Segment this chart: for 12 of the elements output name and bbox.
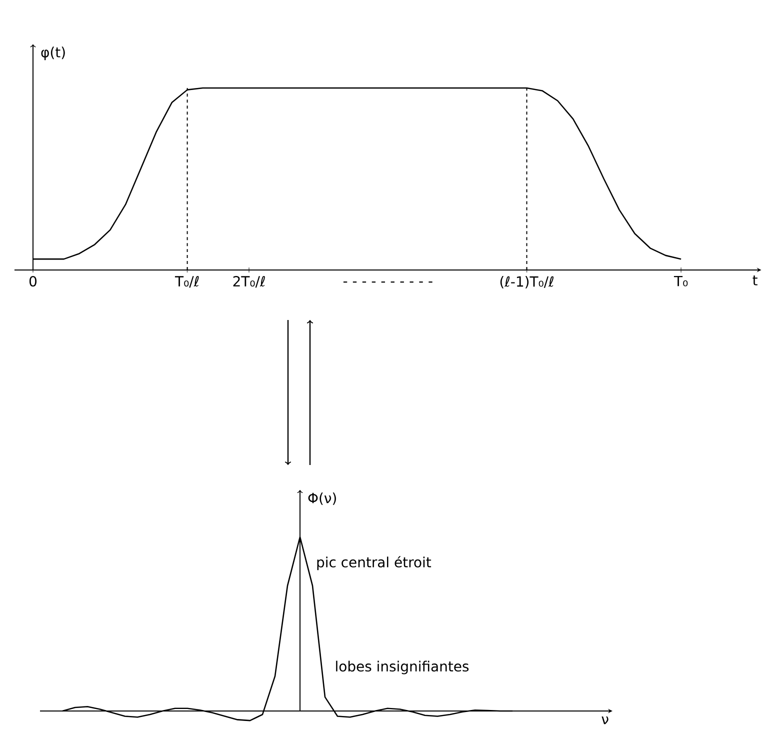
annotation: lobes insignifiantes [336,660,469,674]
annotation: pic central étroit [317,556,432,570]
x-axis-title: t [752,276,758,286]
text: - - - - - - - - - - [343,281,432,283]
y-axis-title: Φ(ν) [308,492,336,505]
x-tick-label: 0 [29,276,37,287]
x-tick-label: (ℓ-1)T₀/ℓ [500,276,554,288]
x-tick-label: T₀/ℓ [174,276,199,288]
x-tick-label: 2T₀/ℓ [233,276,265,288]
x-tick-label: T₀ [674,276,688,286]
y-axis-title: φ(t) [41,46,65,60]
x-axis-title: ν [602,716,608,724]
